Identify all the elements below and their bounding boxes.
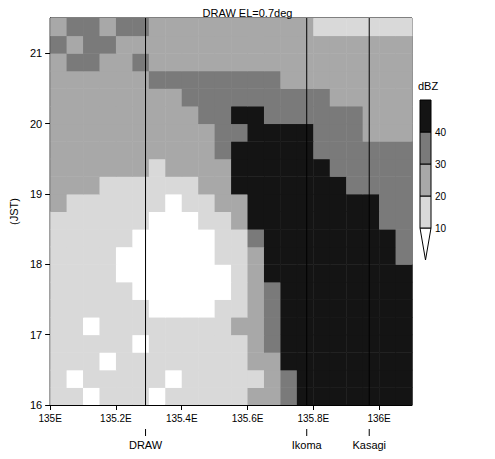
svg-text:135.8E: 135.8E — [297, 413, 329, 424]
svg-text:(JST): (JST) — [8, 198, 20, 225]
svg-text:30: 30 — [435, 159, 447, 170]
svg-text:16: 16 — [30, 399, 42, 411]
svg-text:21: 21 — [30, 47, 42, 59]
svg-text:17: 17 — [30, 329, 42, 341]
svg-text:10: 10 — [435, 223, 447, 234]
svg-text:135.2E: 135.2E — [100, 413, 132, 424]
svg-text:136E: 136E — [367, 413, 391, 424]
svg-text:40: 40 — [435, 127, 447, 138]
svg-text:DRAW EL=0.7deg: DRAW EL=0.7deg — [203, 7, 293, 19]
svg-text:dBZ: dBZ — [418, 80, 438, 92]
svg-text:135.4E: 135.4E — [166, 413, 198, 424]
svg-text:19: 19 — [30, 188, 42, 200]
svg-text:Ikoma: Ikoma — [292, 439, 323, 451]
svg-text:20: 20 — [30, 118, 42, 130]
svg-text:135.6E: 135.6E — [232, 413, 264, 424]
svg-text:20: 20 — [435, 191, 447, 202]
svg-text:Kasagi: Kasagi — [352, 439, 386, 451]
svg-text:18: 18 — [30, 258, 42, 270]
svg-text:DRAW: DRAW — [129, 439, 163, 451]
svg-text:135E: 135E — [38, 413, 62, 424]
